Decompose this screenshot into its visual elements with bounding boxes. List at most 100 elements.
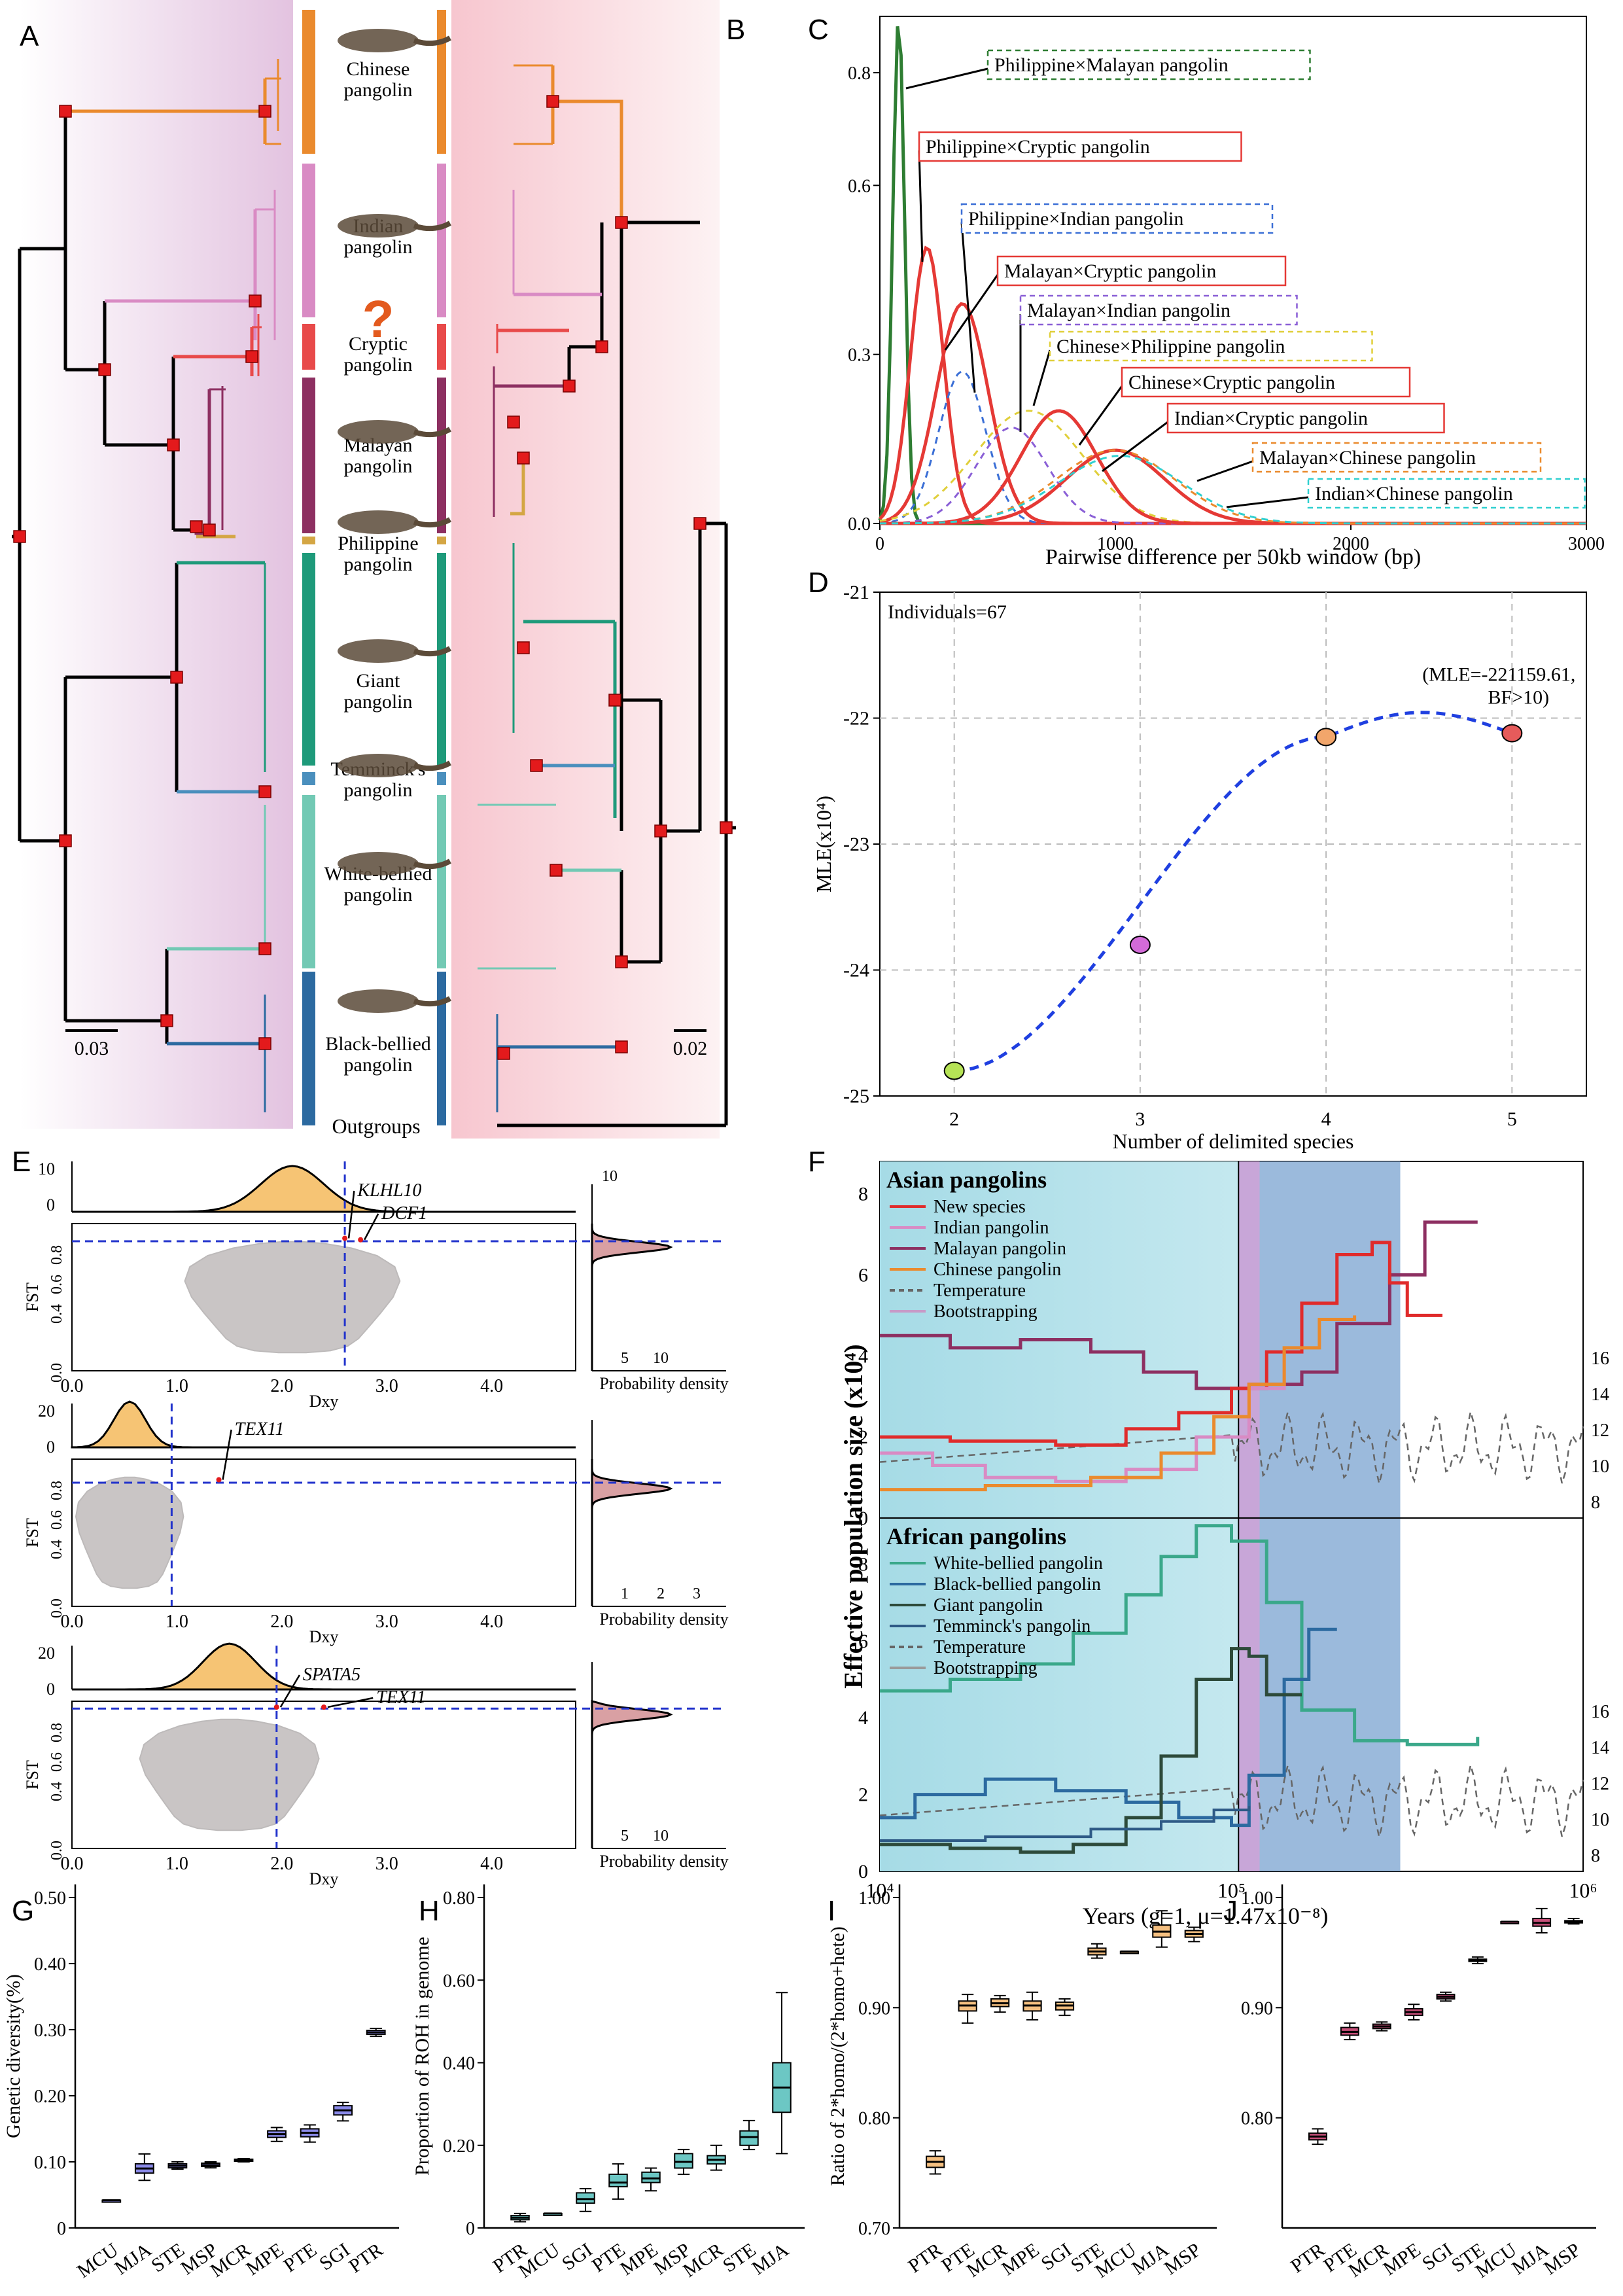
panel-e-ylabel: FST (23, 1760, 42, 1790)
box-panel-ytick-label: 0.90 (1241, 1998, 1273, 2019)
box-category-label: MPE (1379, 2239, 1424, 2280)
panel-c-arrow (918, 150, 924, 262)
panel-c-arrow (905, 67, 988, 90)
panel-f-legend-label: New species (934, 1197, 1026, 1217)
node-marker (59, 105, 72, 118)
panel-e-top-density (72, 1165, 576, 1213)
panel-e-gene-label: KLHL10 (357, 1180, 421, 1201)
box-SGI (576, 2192, 595, 2204)
panel-c-arrow (1226, 496, 1309, 508)
panel-d-chart: -21 -22 -23 -24 -25 2 3 4 5 Individuals=67 (MLE=-2… (812, 582, 1587, 1153)
clade-bar-left-indian (302, 164, 315, 317)
panel-e-gene-label: SPATA5 (303, 1665, 360, 1685)
box-panel-ytick-label: 0.20 (443, 2136, 475, 2157)
panel-e-top-tick: 0 (46, 1438, 55, 1457)
panel-f-legend-label: Giant pangolin (934, 1595, 1043, 1616)
tree-branch (209, 386, 226, 530)
panel-f-temperature-bot (879, 1765, 1584, 1837)
panel-c-label-text: Chinese×Philippine pangolin (1056, 336, 1285, 357)
panel-c-label-box (996, 255, 1287, 287)
panel-c-label-text: Philippine×Cryptic pangolin (926, 136, 1150, 158)
panel-e-ylabel: FST (23, 1282, 42, 1312)
panel-e-ytick: 0.0 (48, 1841, 65, 1860)
box-category-label: MJA (748, 2239, 793, 2280)
node-marker (245, 350, 258, 363)
box-panel-ytick-label: 1.00 (1241, 1888, 1273, 1909)
clade-bar-left-blackbellied (302, 972, 315, 1125)
scale-bar-b-label: 0.02 (673, 1038, 708, 1059)
node-marker (258, 785, 271, 798)
panel-f-asian-title: Asian pangolins (886, 1167, 1047, 1193)
clade-label-malayan: pangolin (344, 455, 413, 477)
panel-f-ylabel: Effective population size (x10⁴) (839, 1344, 868, 1688)
clade-bar-left-whitebellied (302, 795, 315, 968)
panel-f-ytick-bot: 8 (858, 1553, 868, 1575)
panel-g-label: G (12, 1895, 34, 1927)
clade-label-blackbellied: pangolin (344, 1054, 413, 1076)
panel-c-label-box (918, 131, 1242, 162)
node-marker (258, 105, 271, 118)
clade-bar-right-blackbellied (437, 972, 446, 1125)
tree-branch (620, 221, 700, 831)
panel-e-ytick: 0.4 (48, 1304, 65, 1324)
panel-e-gene-label: TEX11 (376, 1687, 426, 1708)
panel-f-rtick-top: 12 (1591, 1421, 1609, 1441)
panel-e-ytick: 0.4 (48, 1540, 65, 1559)
panel-f-line-temminck (880, 1806, 1251, 1843)
node-marker (59, 834, 72, 847)
pangolin-silhouette-icon (338, 639, 419, 663)
panel-c-label-box (960, 203, 1274, 234)
panel-e-ytick: 0.8 (48, 1245, 65, 1265)
panel-e-xtick: 1.0 (166, 1376, 188, 1396)
panel-f-rtick-top: 16 (1591, 1349, 1609, 1369)
node-marker (507, 415, 520, 429)
panel-c-label-box (1307, 478, 1586, 509)
pangolin-tail-icon (413, 221, 451, 232)
clade-label-philippine: Philippine (338, 533, 418, 554)
box-panel-ylabel: Genetic diversity(%) (3, 1974, 24, 2138)
box-category-label: MSP (1161, 2239, 1205, 2279)
clade-bar-left-cryptic (302, 324, 315, 370)
pangolin-tail-icon (413, 646, 451, 657)
panel-c: 0.0 0.3 0.6 0.8 0 1000 2000 3000 Philippine×Mala… (848, 26, 1605, 554)
clade-bar-left-giant (302, 553, 315, 766)
panel-f-ytick-top: 6 (858, 1264, 868, 1286)
panel-c-xtick-label: 0 (875, 534, 884, 554)
box-panels: 00.100.200.300.400.50MCUMJASTEMSPMCRMPEP… (3, 1884, 1596, 2282)
box-category-label: PTE (280, 2239, 321, 2277)
panel-f-line-white (880, 1524, 1480, 1746)
panel-d-point-1 (1129, 936, 1151, 954)
panel-e-top-tick: 10 (38, 1159, 55, 1178)
node-marker (563, 380, 576, 393)
panel-e-ytick: 0.4 (48, 1782, 65, 1801)
panel-f-rtick-top: 10 (1591, 1457, 1609, 1477)
panel-f-xtick: 10⁶ (1569, 1879, 1597, 1902)
panel-e-xtick: 0.0 (61, 1612, 84, 1632)
pangolin-tail-icon (413, 517, 451, 528)
panel-f: 0 0 2 2 4 4 6 6 8 8 8 8 10 10 12 12 14 14 16 16 10⁴ 10⁵ 10⁶ Yea… (839, 1161, 1609, 1929)
pangolin-tail-icon (413, 996, 451, 1007)
box-panel-ytick-label: 0.80 (858, 2109, 890, 2129)
panel-c-label-text: Malayan×Indian pangolin (1027, 300, 1230, 321)
panel-d-xtick-label: 5 (1507, 1108, 1517, 1130)
panel-c-ytick-label: 0.8 (848, 63, 871, 84)
tree-branch (514, 64, 553, 145)
panel-f-rtick-bot: 10 (1591, 1810, 1609, 1830)
panel-f-temperature-top (879, 1411, 1584, 1484)
panel-e-right-tick: 10 (653, 1828, 669, 1845)
panel-j-label: J (1223, 1895, 1238, 1927)
clade-label-temminck: pangolin (344, 779, 413, 801)
clade-label-philippine: pangolin (344, 554, 413, 575)
box-panel-ytick-label: 0.90 (858, 1998, 890, 2019)
panel-c-label-box (1049, 330, 1373, 362)
panel-e-gene-point (273, 1704, 279, 1710)
panel-e-ytick: 0.6 (48, 1752, 65, 1772)
panel-e-gene-arrow (347, 1190, 355, 1239)
panel-f-rtick-bot: 12 (1591, 1774, 1609, 1794)
node-marker (530, 759, 543, 772)
panel-e-gene-point (342, 1235, 348, 1241)
panel-d-xtick-label: 4 (1321, 1108, 1331, 1130)
panel-e-ytick: 0.8 (48, 1481, 65, 1500)
panel-d-xlabel: Number of delimited species (1113, 1129, 1354, 1153)
panel-e-xlabel: Dxy (309, 1392, 339, 1411)
